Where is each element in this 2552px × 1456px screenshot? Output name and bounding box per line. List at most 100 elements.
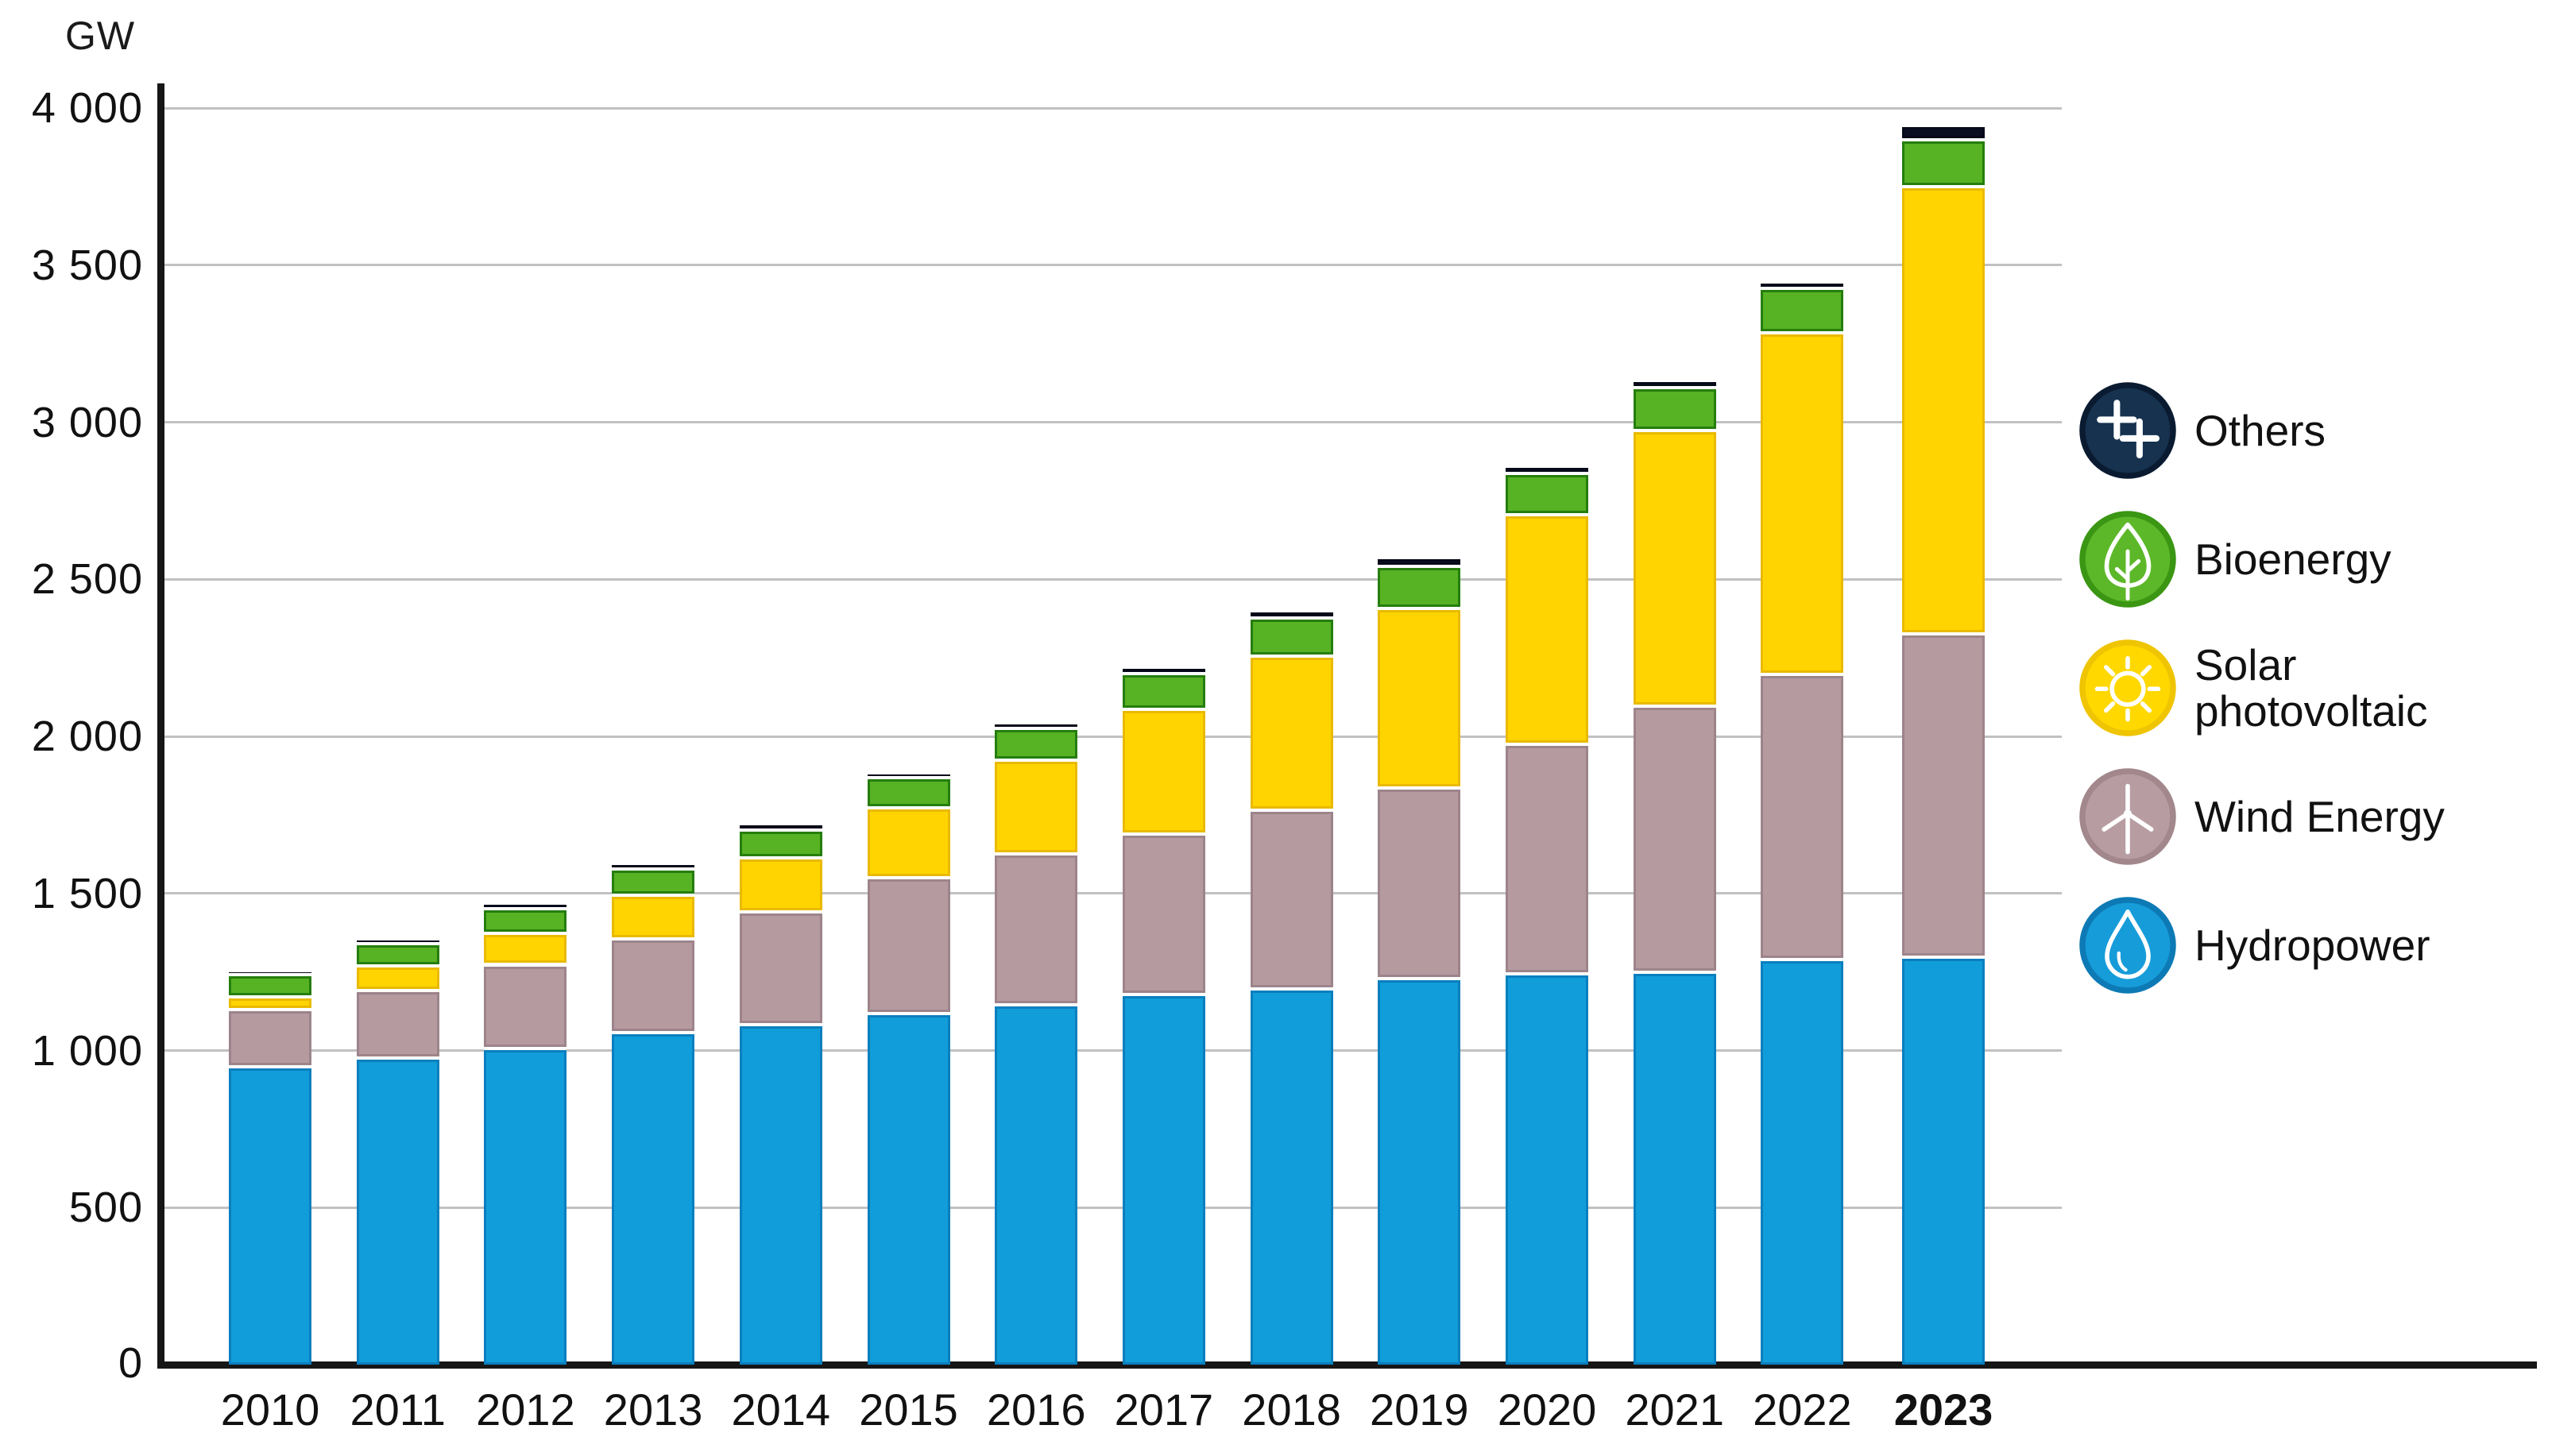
legend-item-solar: Solar photovoltaic	[2078, 639, 2457, 737]
gridline-1000	[164, 1049, 2062, 1052]
bar-2023-wind-energy	[1902, 635, 1985, 959]
bar-2016-solar-photovoltaic	[995, 762, 1078, 856]
x-tick-label-2019: 2019	[1370, 1385, 1469, 1435]
bar-2010-others	[229, 971, 311, 977]
bar-2023-solar-photovoltaic	[1902, 187, 1985, 636]
bar-2019-bioenergy	[1378, 568, 1461, 611]
bar-2012-bioenergy	[484, 910, 567, 935]
x-tick-label-2011: 2011	[350, 1385, 446, 1435]
bar-2019-others	[1378, 558, 1461, 569]
legend-label-bioenergy: Bioenergy	[2194, 535, 2392, 584]
bar-2018-others	[1250, 612, 1333, 620]
legend-label-others: Others	[2194, 406, 2326, 455]
legend-label-hydro: Hydropower	[2194, 921, 2430, 970]
bar-2011-wind-energy	[356, 991, 439, 1060]
bar-2011-bioenergy	[356, 944, 439, 968]
bar-2011-hydropower	[356, 1059, 439, 1365]
bar-2014-others	[739, 825, 822, 832]
bar-2022-others	[1761, 284, 1844, 291]
gridline-1500	[164, 892, 2062, 895]
bar-2017-wind-energy	[1122, 835, 1205, 997]
bar-2023-others	[1902, 126, 1985, 141]
bar-2016-wind-energy	[995, 855, 1078, 1007]
bar-2017-hydropower	[1122, 996, 1205, 1365]
bar-2015-hydropower	[867, 1014, 950, 1365]
bar-2019-wind-energy	[1378, 790, 1461, 980]
x-tick-label-2020: 2020	[1497, 1385, 1597, 1435]
bar-2013-bioenergy	[612, 871, 695, 898]
y-tick-label-2000: 2 000	[31, 713, 143, 760]
bar-2013-hydropower	[612, 1033, 695, 1365]
y-tick-label-4000: 4 000	[31, 84, 143, 132]
bar-2018-solar-photovoltaic	[1250, 658, 1333, 812]
bar-2014-wind-energy	[739, 913, 822, 1026]
x-tick-label-2021: 2021	[1625, 1385, 1724, 1435]
bar-2022-bioenergy	[1761, 290, 1844, 334]
bar-2021-solar-photovoltaic	[1633, 432, 1716, 708]
legend-item-others: Others	[2078, 381, 2326, 480]
bar-2021-bioenergy	[1633, 389, 1716, 433]
bar-2022-solar-photovoltaic	[1761, 334, 1844, 677]
x-tick-label-2017: 2017	[1114, 1385, 1214, 1435]
gridline-3500	[164, 264, 2062, 267]
bar-2023-bioenergy	[1902, 141, 1985, 188]
bar-2017-others	[1122, 668, 1205, 676]
sun-icon	[2079, 639, 2176, 736]
bar-2016-bioenergy	[995, 730, 1078, 763]
bar-2021-wind-energy	[1633, 708, 1716, 974]
bar-2015-solar-photovoltaic	[867, 809, 950, 879]
legend-label-solar: Solar photovoltaic	[2194, 642, 2457, 734]
x-tick-label-2012: 2012	[476, 1385, 575, 1435]
y-tick-label-0: 0	[118, 1339, 143, 1387]
legend-item-wind: Wind Energy	[2078, 767, 2445, 866]
gridline-2500	[164, 577, 2062, 581]
bar-2022-wind-energy	[1761, 676, 1844, 961]
bar-2020-solar-photovoltaic	[1506, 516, 1588, 747]
x-tick-label-2010: 2010	[220, 1385, 320, 1435]
bar-2023-hydropower	[1902, 958, 1985, 1365]
bar-2014-bioenergy	[739, 831, 822, 859]
bar-2010-hydropower	[229, 1068, 311, 1365]
bar-2010-bioenergy	[229, 976, 311, 998]
bar-2016-hydropower	[995, 1006, 1078, 1365]
y-tick-label-500: 500	[68, 1184, 143, 1232]
bar-2015-others	[867, 774, 950, 780]
bar-2015-bioenergy	[867, 779, 950, 810]
legend-item-hydro: Hydropower	[2078, 896, 2430, 994]
x-tick-label-2023: 2023	[1893, 1385, 1993, 1435]
gridline-3000	[164, 421, 2062, 423]
bar-2010-wind-energy	[229, 1011, 311, 1068]
y-tick-label-2500: 2 500	[31, 555, 143, 604]
plus-plus-icon	[2079, 382, 2176, 479]
bar-2015-wind-energy	[867, 879, 950, 1015]
legend-label-solar-line2: photovoltaic	[2194, 686, 2428, 736]
x-tick-label-2018: 2018	[1242, 1385, 1341, 1435]
bar-2018-bioenergy	[1250, 620, 1333, 658]
y-tick-label-1000: 1 000	[31, 1026, 143, 1075]
bar-2017-bioenergy	[1122, 675, 1205, 711]
legend-item-bioenergy: Bioenergy	[2078, 510, 2392, 608]
bar-2018-wind-energy	[1250, 811, 1333, 991]
bar-2018-hydropower	[1250, 990, 1333, 1365]
bar-2021-hydropower	[1633, 973, 1716, 1365]
wind-turbine-icon	[2079, 768, 2176, 865]
bar-2020-hydropower	[1506, 975, 1588, 1365]
bar-2011-solar-photovoltaic	[356, 967, 439, 992]
x-tick-label-2015: 2015	[859, 1385, 958, 1435]
bar-2016-others	[995, 724, 1078, 731]
y-tick-label-3000: 3 000	[31, 398, 143, 446]
bar-2013-wind-energy	[612, 940, 695, 1034]
bar-2019-solar-photovoltaic	[1378, 610, 1461, 790]
bar-2013-solar-photovoltaic	[612, 897, 695, 941]
x-axis-line	[157, 1361, 2537, 1369]
bar-2017-solar-photovoltaic	[1122, 710, 1205, 836]
water-drop-icon	[2079, 897, 2176, 994]
x-tick-label-2022: 2022	[1753, 1385, 1852, 1435]
y-tick-label-3500: 3 500	[31, 241, 143, 289]
gridline-500	[164, 1206, 2062, 1209]
x-tick-label-2014: 2014	[731, 1385, 831, 1435]
x-tick-label-2013: 2013	[603, 1385, 703, 1435]
bar-2013-others	[612, 865, 695, 871]
bar-2012-solar-photovoltaic	[484, 934, 567, 967]
